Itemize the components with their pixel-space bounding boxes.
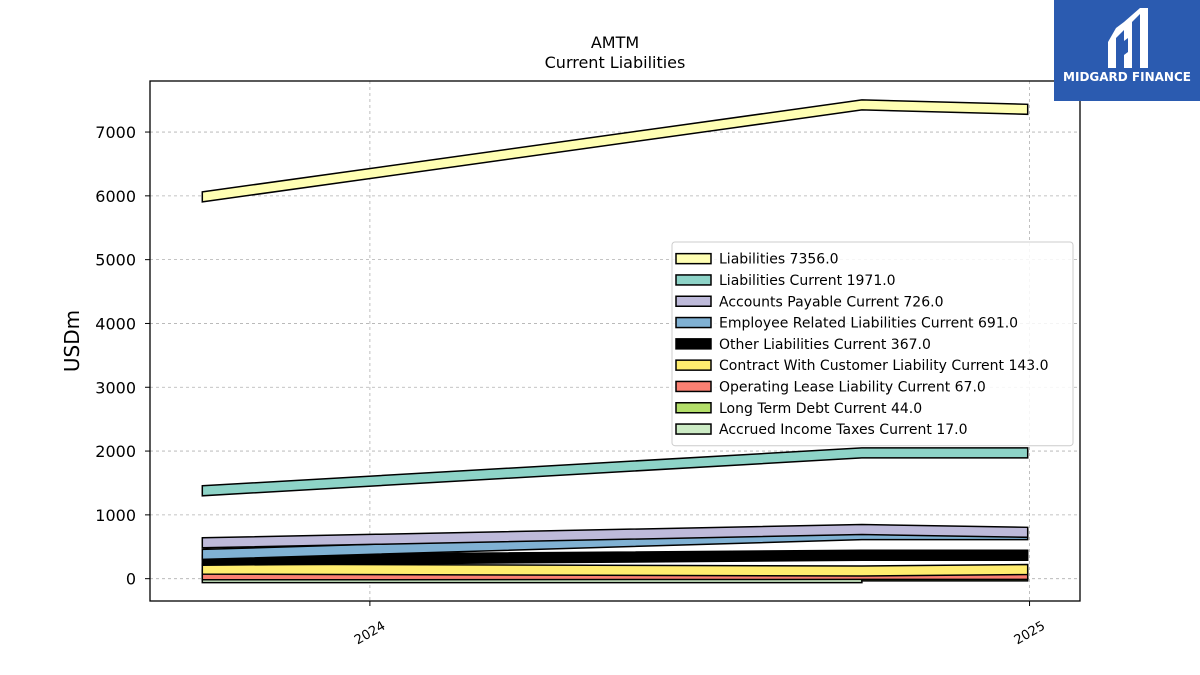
legend-label: Employee Related Liabilities Current 691… — [719, 316, 1018, 332]
legend-swatch — [675, 402, 712, 414]
chart-subtitle: Current Liabilities — [545, 53, 686, 72]
series-band-liabilities-current — [201, 447, 1029, 497]
y-axis-label: USDm — [60, 310, 84, 372]
brand-logo: MIDGARD FINANCE — [1054, 0, 1200, 101]
legend-swatch — [675, 274, 712, 286]
legend-label: Liabilities Current 1971.0 — [719, 273, 896, 289]
series-band-accounts-payable-current — [201, 523, 1029, 549]
series-layer — [201, 99, 1029, 584]
legend-label: Accounts Payable Current 726.0 — [719, 294, 943, 310]
legend-label: Accrued Income Taxes Current 17.0 — [719, 422, 968, 438]
legend-swatch — [675, 423, 712, 435]
series-band-other-liabilities-current — [201, 549, 1029, 566]
axis-ticks: 0 1000 2000 3000 4000 5000 6000 7000 2024 2025 — [95, 123, 1048, 648]
x-tick-label: 2024 — [352, 619, 388, 649]
y-tick-label: 6000 — [95, 187, 136, 206]
legend-swatch — [675, 338, 712, 350]
legend-swatch — [675, 252, 712, 265]
y-tick-label: 4000 — [95, 314, 136, 333]
legend-label: Long Term Debt Current 44.0 — [719, 401, 922, 417]
y-tick-label: 1000 — [95, 506, 136, 525]
y-tick-label: 0 — [126, 570, 136, 589]
y-tick-label: 3000 — [95, 378, 136, 397]
logo-mark-icon — [1108, 8, 1148, 68]
legend: Liabilities 7356.0 Liabilities Current 19… — [671, 241, 1074, 447]
logo-text: MIDGARD FINANCE — [1063, 70, 1191, 84]
y-tick-label: 5000 — [95, 251, 136, 270]
plot-frame — [149, 80, 1081, 602]
y-tick-label: 2000 — [95, 442, 136, 461]
legend-label: Other Liabilities Current 367.0 — [719, 337, 931, 353]
x-tick-label: 2025 — [1012, 619, 1048, 649]
legend-swatch — [675, 380, 712, 393]
legend-label: Operating Lease Liability Current 67.0 — [719, 379, 986, 395]
series-band-liabilities — [201, 99, 1029, 203]
legend-swatch — [675, 316, 712, 329]
legend-swatch — [675, 359, 712, 371]
legend-swatch — [675, 295, 712, 307]
y-tick-label: 7000 — [95, 123, 136, 142]
series-band-contract-with-customer-liability-current — [201, 563, 1029, 577]
legend-label: Liabilities 7356.0 — [719, 252, 839, 268]
chart-title: AMTM — [591, 33, 639, 52]
legend-box — [671, 241, 1074, 447]
legend-label: Contract With Customer Liability Current… — [719, 358, 1049, 374]
